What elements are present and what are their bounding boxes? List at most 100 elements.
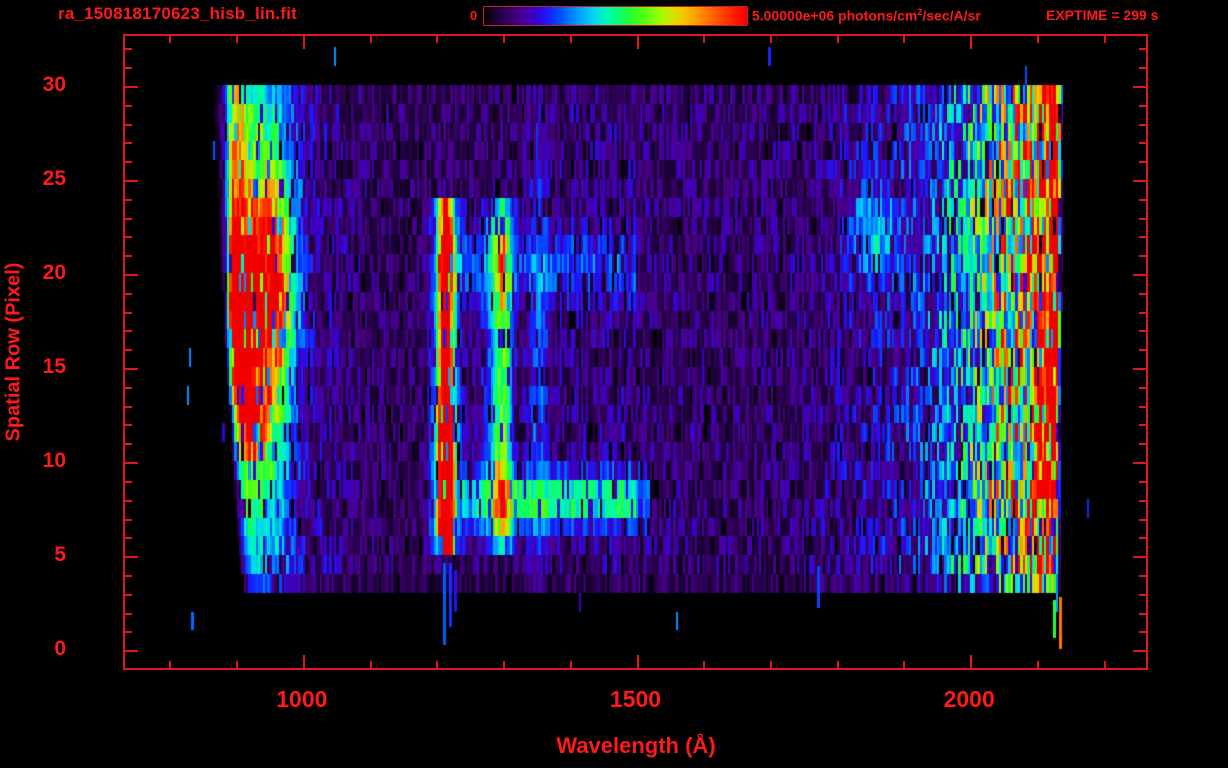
y-tick-major <box>125 368 138 371</box>
x-tick-minor <box>1103 36 1106 43</box>
x-tick-minor <box>503 36 506 43</box>
colorbar-units-exponent: 2 <box>917 7 923 17</box>
y-tick-minor <box>1139 480 1146 483</box>
x-tick-minor <box>369 661 372 668</box>
y-tick-label: 10 <box>42 449 66 473</box>
y-tick-label: 20 <box>42 261 66 284</box>
y-tick-minor <box>125 518 132 521</box>
y-tick-major <box>1133 650 1146 653</box>
y-tick-major <box>125 85 138 88</box>
y-tick-label: 0 <box>54 637 66 661</box>
page-title: ra_150818170623_hisb_lin.fit <box>58 4 298 23</box>
y-tick-minor <box>125 443 132 446</box>
x-tick-major <box>302 655 305 668</box>
x-tick-minor <box>169 661 172 668</box>
x-tick-minor <box>903 661 906 668</box>
x-tick-major <box>636 36 639 49</box>
x-tick-minor <box>769 661 772 668</box>
y-tick-minor <box>1139 198 1146 201</box>
y-tick-minor <box>1139 292 1146 295</box>
y-tick-major <box>1133 274 1146 276</box>
y-tick-minor <box>125 593 132 596</box>
y-tick-minor <box>125 574 132 577</box>
y-tick-major <box>125 650 138 653</box>
x-tick-minor <box>436 661 439 668</box>
y-tick-minor <box>1139 443 1146 446</box>
y-tick-minor <box>125 405 132 408</box>
x-tick-label: 1000 <box>276 686 328 712</box>
y-tick-major <box>125 274 138 276</box>
y-tick-major <box>125 179 138 182</box>
y-tick-major <box>125 556 138 559</box>
y-tick-minor <box>125 349 132 352</box>
exposure-time-label: EXPTIME = 299 s <box>1046 7 1159 23</box>
y-tick-minor <box>1139 67 1146 70</box>
y-tick-minor <box>1139 612 1146 615</box>
y-tick-minor <box>125 123 132 126</box>
y-tick-major <box>1133 179 1146 182</box>
x-tick-major <box>970 655 973 668</box>
y-tick-minor <box>1139 236 1146 239</box>
y-tick-minor <box>1139 142 1146 145</box>
y-tick-minor <box>125 142 132 145</box>
x-tick-minor <box>1036 36 1039 43</box>
colorbar-units-pre: photons/cm <box>834 7 918 24</box>
y-tick-minor <box>1139 48 1146 51</box>
y-axis-title: Spatial Row (Pixel) <box>2 262 25 442</box>
y-tick-minor <box>125 255 132 258</box>
y-tick-minor <box>125 480 132 483</box>
x-tick-minor <box>569 661 572 668</box>
y-tick-minor <box>125 104 132 107</box>
y-tick-minor <box>125 330 132 333</box>
y-tick-minor <box>125 48 132 51</box>
x-tick-label: 2000 <box>943 686 995 712</box>
y-tick-minor <box>1139 161 1146 164</box>
colorbar-units-post: /sec/A/sr <box>922 7 981 24</box>
y-tick-minor <box>125 198 132 201</box>
y-tick-minor <box>1139 537 1146 540</box>
y-tick-label: 15 <box>42 355 66 379</box>
y-tick-label: 25 <box>42 166 66 190</box>
x-tick-minor <box>836 36 839 43</box>
y-tick-minor <box>125 292 132 295</box>
x-tick-minor <box>236 661 239 668</box>
y-tick-major <box>1133 462 1146 465</box>
y-tick-minor <box>1139 255 1146 258</box>
x-tick-minor <box>569 36 572 43</box>
y-tick-major <box>1133 85 1146 88</box>
x-tick-minor <box>836 661 839 668</box>
x-tick-major <box>636 655 639 668</box>
y-tick-minor <box>125 612 132 615</box>
x-tick-major <box>970 36 973 49</box>
colorbar-max-value: 5.00000e+06 <box>752 7 835 24</box>
y-tick-minor <box>1139 349 1146 352</box>
y-tick-minor <box>125 386 132 389</box>
y-tick-minor <box>1139 499 1146 502</box>
plot-frame <box>123 34 1148 670</box>
y-tick-minor <box>1139 104 1146 107</box>
x-tick-minor <box>169 36 172 43</box>
y-tick-minor <box>1139 330 1146 333</box>
colorbar-min-label: 0 <box>470 8 478 23</box>
x-tick-label: 1500 <box>609 686 662 712</box>
y-tick-label: 30 <box>42 72 66 96</box>
x-tick-minor <box>703 661 706 668</box>
y-tick-minor <box>1139 386 1146 389</box>
y-tick-major <box>125 462 138 465</box>
y-tick-minor <box>125 67 132 70</box>
y-tick-minor <box>1139 311 1146 314</box>
y-tick-major <box>1133 368 1146 371</box>
y-tick-minor <box>1139 631 1146 634</box>
y-tick-minor <box>125 311 132 314</box>
y-tick-minor <box>125 217 132 220</box>
y-tick-minor <box>125 499 132 502</box>
y-tick-major <box>1133 556 1146 559</box>
colorbar-max-label: 5.00000e+06 photons/cm2/sec/A/sr <box>752 7 981 24</box>
y-tick-minor <box>1139 405 1146 408</box>
y-tick-minor <box>1139 217 1146 220</box>
x-tick-minor <box>903 36 906 43</box>
y-tick-minor <box>125 424 132 427</box>
colorbar <box>483 6 748 26</box>
y-tick-minor <box>1139 518 1146 521</box>
